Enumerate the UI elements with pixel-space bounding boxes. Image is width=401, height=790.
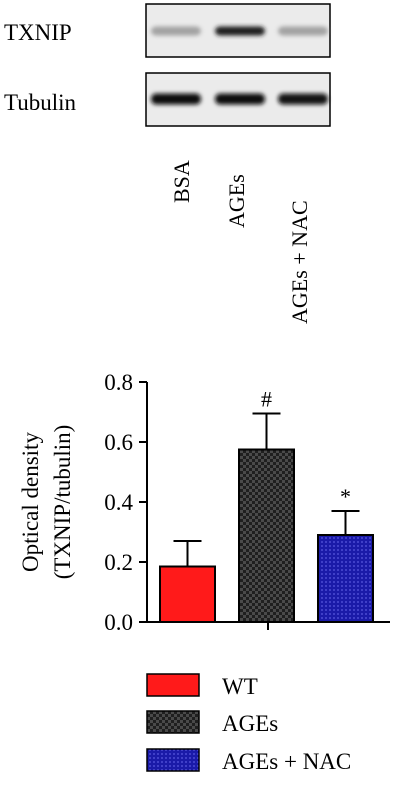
blot-label-txnip: TXNIP — [4, 20, 72, 45]
bar — [238, 448, 295, 623]
legend-label: WT — [222, 674, 258, 699]
blot-label-tubulin: Tubulin — [4, 90, 77, 115]
y-axis-label-line1: Optical density — [18, 432, 43, 572]
legend-swatch — [146, 748, 200, 772]
blot-band — [215, 26, 265, 36]
y-tick-label: 0.2 — [104, 550, 133, 575]
blot-band — [215, 93, 265, 105]
legend: WT AGEs AGEs + NAC — [146, 673, 351, 774]
bands-txnip — [151, 26, 328, 36]
y-axis-label-line2: (TXNIP/tubulin) — [50, 425, 75, 580]
bar-chart: Optical density (TXNIP/tubulin) 0.00.20.… — [18, 370, 390, 635]
bars: #* — [159, 387, 374, 623]
legend-label: AGEs — [222, 711, 278, 736]
x-axis — [147, 621, 390, 630]
y-tick-label: 0.8 — [104, 370, 133, 395]
bar — [317, 534, 374, 623]
western-blot: TXNIP Tubulin BSA AGEs AGEs + NAC — [4, 3, 331, 324]
significance-marker: # — [261, 387, 272, 412]
significance-marker: * — [340, 484, 351, 509]
lane-label-ages-nac: AGEs + NAC — [287, 200, 312, 324]
legend-swatch — [146, 710, 200, 734]
blot-band — [151, 26, 201, 36]
legend-swatch — [146, 673, 200, 697]
blot-band — [278, 93, 328, 105]
y-axis: 0.0 0.2 0.4 0.6 0.8 — [104, 370, 148, 635]
y-tick-label: 0.0 — [104, 610, 133, 635]
blot-band — [151, 93, 201, 105]
blot-band — [278, 26, 328, 36]
y-tick-label: 0.4 — [104, 490, 133, 515]
lane-label-ages: AGEs — [224, 174, 249, 228]
bar — [159, 565, 216, 623]
y-tick-label: 0.6 — [104, 430, 133, 455]
lane-label-bsa: BSA — [169, 160, 194, 203]
bands-tubulin — [151, 93, 328, 105]
legend-label: AGEs + NAC — [222, 749, 351, 774]
